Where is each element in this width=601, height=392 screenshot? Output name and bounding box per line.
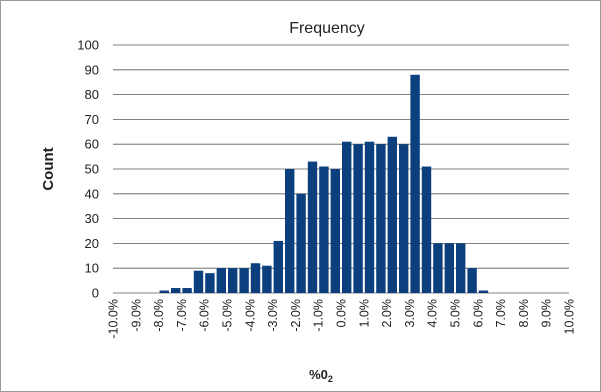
x-tick-label: 9.0% [540, 299, 554, 328]
x-tick-label: -10.0% [107, 299, 121, 339]
x-tick-label: 8.0% [517, 299, 531, 328]
bar [262, 265, 272, 293]
bar [239, 268, 249, 293]
y-axis-label: Count [40, 147, 57, 190]
x-axis-ticks: -10.0% -9.0% -8.0% -7.0% -6.0% -5.0% -4.0% -3.0… [107, 299, 577, 339]
x-tick-label: 7.0% [494, 299, 508, 328]
y-tick-label: 80 [85, 87, 99, 102]
gridlines [113, 44, 569, 294]
y-axis-ticks: 0 10 20 30 40 50 60 70 80 90 100 [77, 38, 99, 301]
bar [376, 144, 386, 293]
chart-title: Frequency [289, 20, 365, 37]
bar [353, 144, 363, 293]
y-tick-label: 10 [85, 261, 99, 276]
bar [285, 169, 295, 293]
bar [159, 290, 169, 293]
x-tick-label: -8.0% [152, 299, 166, 332]
y-tick-label: 90 [85, 62, 99, 77]
x-tick-label: -6.0% [198, 299, 212, 332]
x-tick-label: -9.0% [129, 299, 143, 332]
y-tick-label: 0 [92, 286, 99, 301]
bar [399, 144, 409, 293]
bar [478, 290, 489, 293]
bar [330, 169, 340, 293]
x-tick-label: -5.0% [221, 299, 235, 332]
x-tick-label: 5.0% [449, 299, 463, 328]
x-tick-label: 6.0% [471, 299, 485, 328]
bar [250, 263, 261, 293]
bar [456, 243, 466, 293]
x-tick-label: -2.0% [289, 299, 303, 332]
y-tick-label: 50 [85, 162, 99, 177]
y-tick-label: 20 [85, 236, 99, 251]
y-tick-label: 70 [85, 112, 99, 127]
bars [159, 74, 489, 293]
bar [193, 270, 204, 293]
bar [342, 141, 352, 293]
x-tick-label: -1.0% [312, 299, 326, 332]
y-tick-label: 100 [77, 38, 99, 53]
bar [228, 268, 238, 293]
x-tick-label: 4.0% [426, 299, 440, 328]
bar [296, 193, 306, 293]
bar [182, 288, 192, 293]
bar [433, 243, 443, 293]
bar [410, 74, 420, 293]
x-axis-label-main: %0 [309, 367, 328, 382]
bar [421, 166, 432, 293]
x-tick-label: 3.0% [403, 299, 417, 328]
bar [444, 243, 454, 293]
bar [216, 268, 226, 293]
bar [273, 240, 283, 293]
bar [171, 288, 181, 293]
bar [364, 141, 375, 293]
y-tick-label: 30 [85, 211, 99, 226]
x-tick-label: 1.0% [357, 299, 371, 328]
x-tick-label: 2.0% [380, 299, 394, 328]
x-tick-label: -4.0% [243, 299, 257, 332]
x-tick-label: -3.0% [266, 299, 280, 332]
x-tick-label: -7.0% [175, 299, 189, 332]
bar [387, 136, 397, 293]
x-axis-label-subscript: 2 [328, 374, 333, 384]
x-tick-label: 10.0% [563, 299, 577, 334]
y-tick-label: 40 [85, 186, 99, 201]
bar [307, 161, 318, 293]
bar [467, 268, 477, 293]
y-tick-label: 60 [85, 137, 99, 152]
x-tick-label: 0.0% [335, 299, 349, 328]
x-axis-label: %02 [309, 367, 333, 384]
bar [319, 166, 329, 293]
bar [205, 273, 215, 293]
